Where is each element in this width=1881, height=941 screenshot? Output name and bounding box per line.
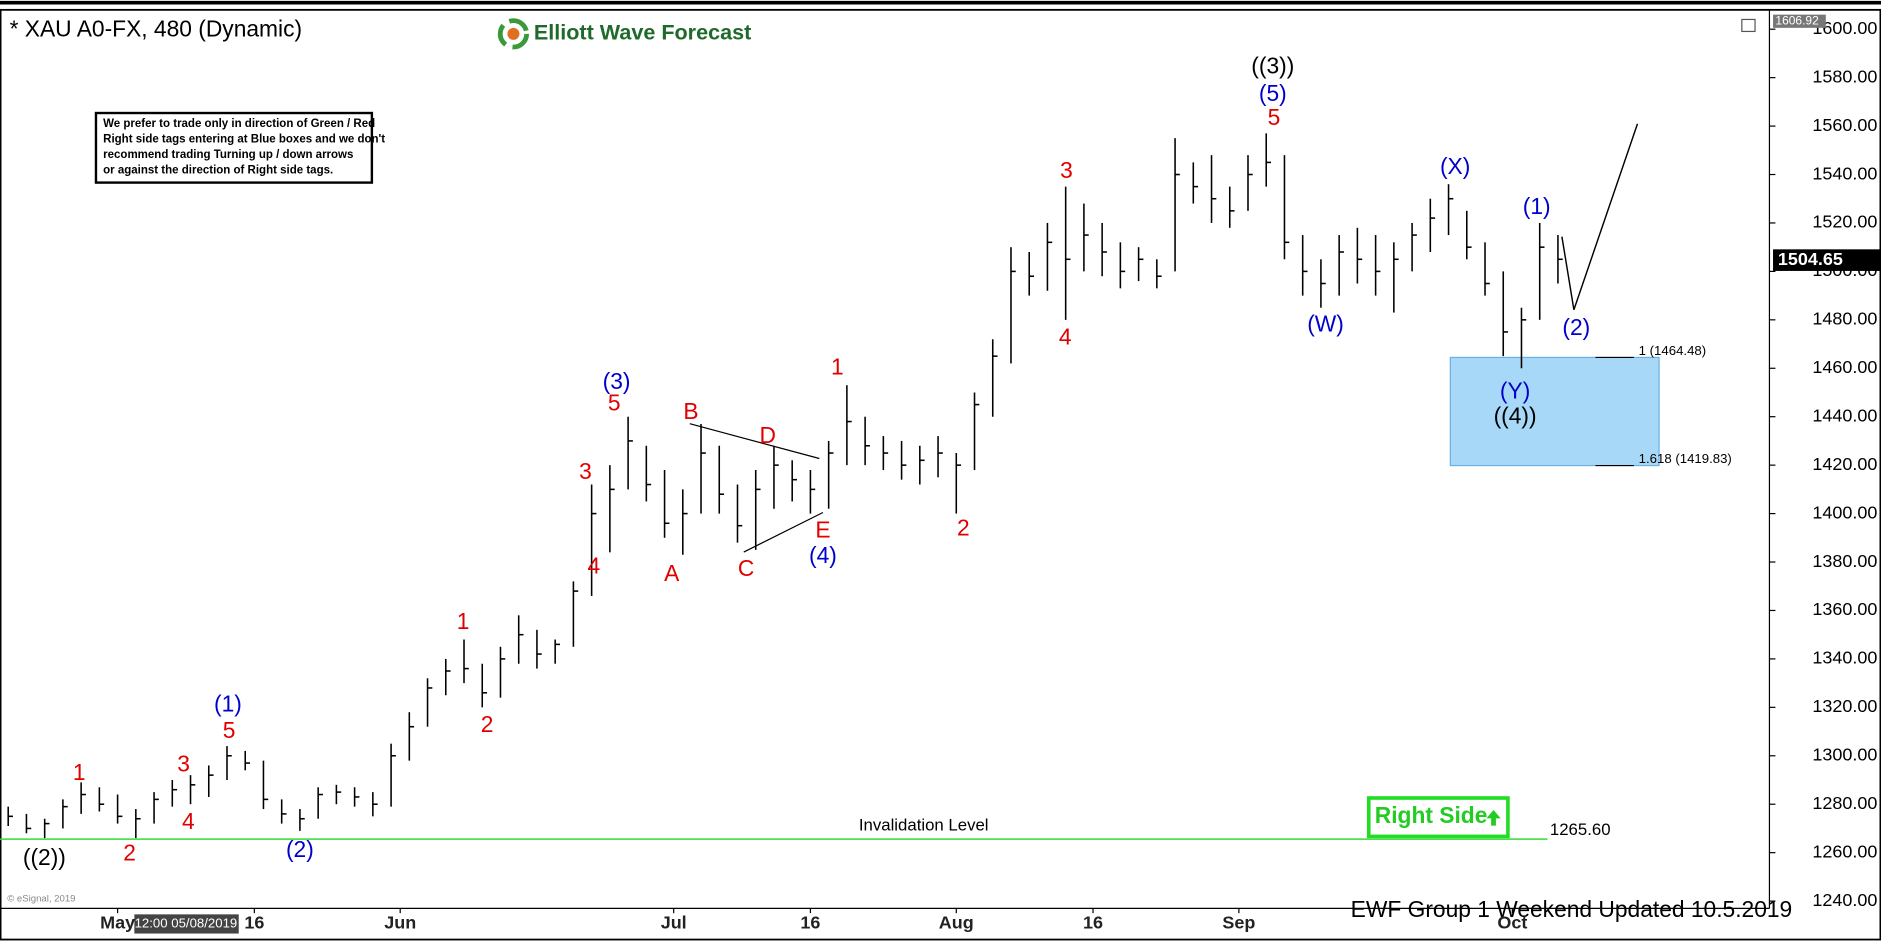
wave-label: 4 — [182, 808, 195, 834]
logo-icon — [497, 18, 530, 50]
note-line: or against the direction of Right side t… — [103, 165, 333, 177]
y-tick-label: 1440.00 — [1812, 405, 1877, 425]
wave-label: (Y) — [1500, 378, 1530, 404]
x-tick-label: 16 — [244, 913, 264, 933]
footer: EWF Group 1 Weekend Updated 10.5.2019 — [1351, 896, 1793, 922]
wave-label: ((3)) — [1251, 52, 1294, 78]
last-price: 1504.65 — [1778, 249, 1843, 269]
x-tick-label: Aug — [939, 913, 974, 933]
note-line: Right side tags entering at Blue boxes a… — [103, 133, 385, 145]
y-tick-label: 1340.00 — [1812, 648, 1877, 668]
triangle-line — [689, 423, 820, 460]
wave-label: 1 — [73, 759, 86, 785]
window-icon — [1741, 18, 1756, 33]
wave-label: C — [738, 555, 754, 581]
axis-top-value: 1606.92 — [1775, 13, 1819, 27]
invalidation-value: 1265.60 — [1550, 820, 1611, 839]
wave-label: 3 — [177, 751, 190, 777]
wave-label: (3) — [603, 368, 631, 394]
y-tick-label: 1560.00 — [1812, 115, 1877, 135]
y-tick-label: 1520.00 — [1812, 212, 1877, 232]
y-tick-label: 1480.00 — [1812, 309, 1877, 329]
wave-label: 2 — [481, 711, 494, 737]
y-tick-label: 1540.00 — [1812, 163, 1877, 183]
wave-label: 3 — [1060, 157, 1073, 183]
logo-icon-core — [507, 27, 520, 40]
wave-label: 2 — [957, 514, 970, 540]
wave-label: 3 — [579, 458, 592, 484]
chart-title: * XAU A0-FX, 480 (Dynamic) — [10, 15, 302, 41]
wave-label: (1) — [1523, 193, 1551, 219]
wave-label: E — [815, 517, 830, 543]
cursor-label: 12:00 05/08/2019 — [135, 915, 238, 930]
axis-top-box — [1773, 14, 1826, 28]
y-tick-label: 1240.00 — [1812, 890, 1877, 910]
y-tick-label: 1320.00 — [1812, 696, 1877, 716]
triangle-line — [743, 511, 824, 553]
wave-label: ((4)) — [1494, 403, 1537, 429]
y-tick-label: 1460.00 — [1812, 357, 1877, 377]
wave-label: 4 — [587, 553, 600, 579]
x-tick-label: Jun — [384, 913, 416, 933]
right-side-box — [1366, 796, 1510, 839]
wave-label: 5 — [223, 717, 236, 743]
wave-label: 1 — [457, 608, 470, 634]
wave-label: (X) — [1440, 153, 1470, 179]
wave-label: (W) — [1307, 310, 1344, 336]
x-tick-label: 16 — [800, 913, 820, 933]
cursor-label-box — [134, 914, 239, 934]
x-tick-label: 16 — [1083, 913, 1103, 933]
note-line: We prefer to trade only in direction of … — [103, 118, 375, 130]
wave-label: (5) — [1259, 80, 1287, 106]
x-tick-label: Sep — [1222, 913, 1255, 933]
copyright: © eSignal, 2019 — [7, 893, 75, 904]
y-tick-label: 1600.00 — [1812, 18, 1877, 38]
y-tick-label: 1300.00 — [1812, 745, 1877, 765]
right-side-text: Right Side — [1375, 802, 1488, 828]
right-side-tag: Right Side — [1366, 796, 1510, 839]
wave-label: 1 — [831, 354, 844, 380]
wave-label: D — [760, 422, 776, 448]
x-tick-label: May — [100, 913, 135, 933]
x-tick-label: Oct — [1497, 913, 1527, 933]
wave-label: 2 — [123, 839, 136, 865]
wave-label: 5 — [1268, 104, 1281, 130]
y-tick-label: 1280.00 — [1812, 793, 1877, 813]
projection-path — [1561, 123, 1639, 310]
note-box — [94, 111, 374, 184]
invalidation-label: Invalidation Level — [859, 815, 989, 834]
wave-label: (4) — [809, 542, 837, 568]
wave-label: 5 — [608, 390, 621, 416]
y-tick-label: 1400.00 — [1812, 502, 1877, 522]
right-side-arrow — [1486, 809, 1501, 826]
wave-label: (1) — [214, 691, 242, 717]
wave-label: B — [683, 398, 698, 424]
wave-label: 4 — [1059, 324, 1072, 350]
y-tick-label: 1420.00 — [1812, 454, 1877, 474]
fib-label: 1.618 (1419.83) — [1639, 451, 1732, 466]
wave-label: (2) — [1562, 314, 1590, 340]
target-zone — [1449, 356, 1660, 467]
y-tick-label: 1260.00 — [1812, 841, 1877, 861]
y-tick-label: 1380.00 — [1812, 551, 1877, 571]
y-tick-label: 1360.00 — [1812, 599, 1877, 619]
note: We prefer to trade only in direction of … — [103, 118, 385, 177]
fib-label: 1 (1464.48) — [1639, 343, 1706, 358]
x-tick-label: Jul — [661, 913, 687, 933]
wave-label: (2) — [286, 836, 314, 862]
logo-text: Elliott Wave Forecast — [534, 20, 751, 45]
wave-label: ((2)) — [23, 844, 66, 870]
last-price-box — [1773, 249, 1881, 271]
logo: Elliott Wave Forecast — [497, 18, 751, 50]
frame — [0, 8, 1881, 941]
wave-label: A — [664, 560, 680, 586]
note-line: recommend trading Turning up / down arro… — [103, 149, 353, 161]
y-tick-label: 1580.00 — [1812, 66, 1877, 86]
